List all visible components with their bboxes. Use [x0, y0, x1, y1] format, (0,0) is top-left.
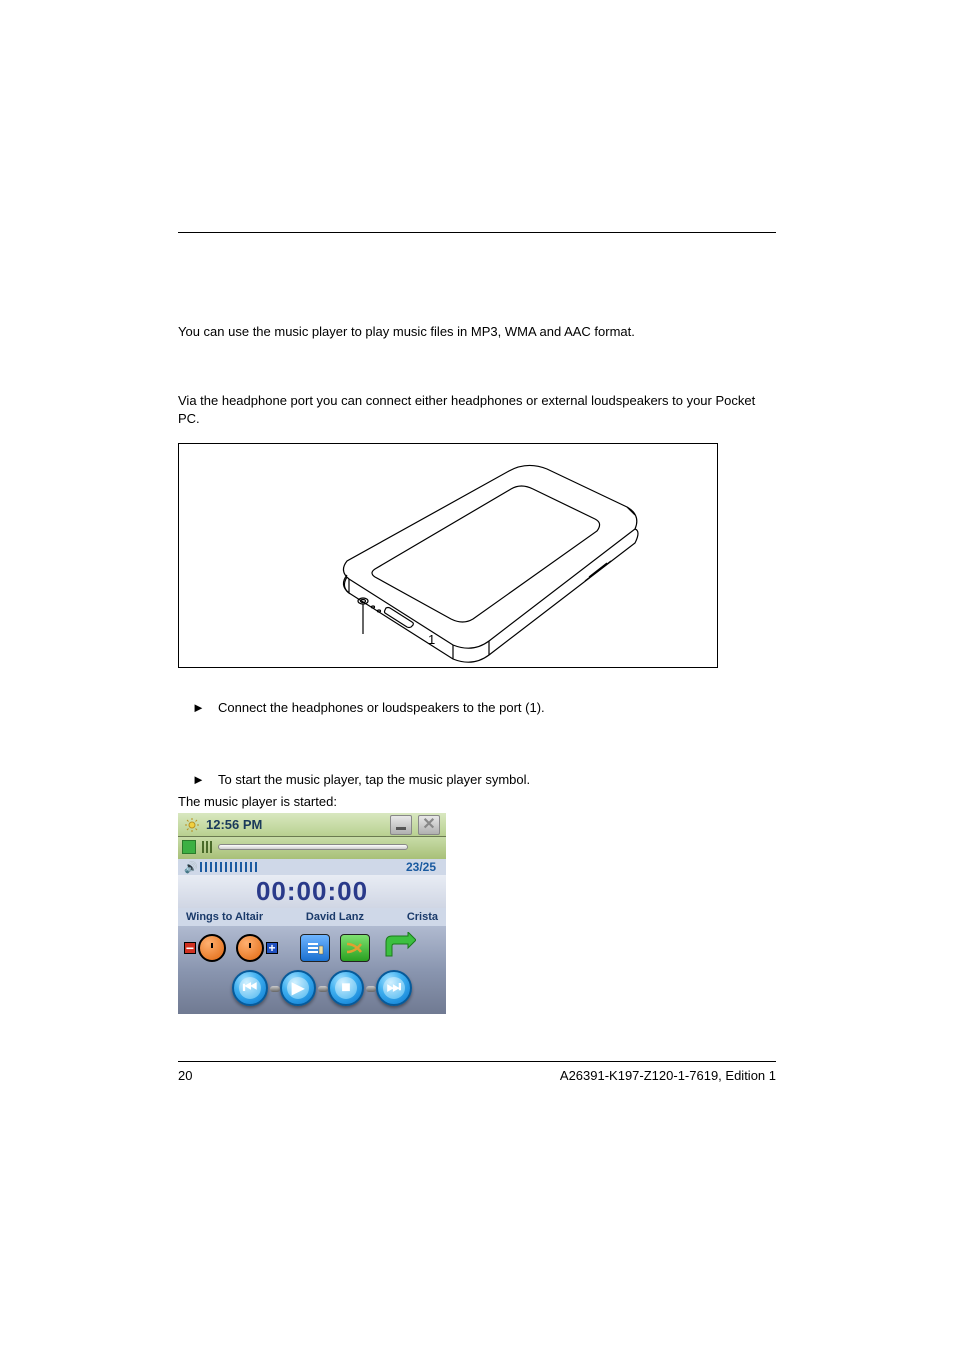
- transport-row: ⏮ ▶ ■ ⏭: [178, 970, 446, 1010]
- track-counter: 23/25: [406, 860, 436, 874]
- controls-area: − +: [178, 926, 446, 1014]
- btn-connector: [270, 986, 280, 992]
- previous-button[interactable]: ⏮: [232, 970, 268, 1006]
- device-line-art: [289, 459, 649, 664]
- music-player-window: 12:56 PM ✕ 🔊 23/25 00:00:00 Wings to Alt…: [178, 813, 446, 1014]
- volume-up-button[interactable]: +: [266, 942, 278, 954]
- progress-row: [178, 837, 446, 859]
- play-icon: ▶: [287, 977, 309, 999]
- previous-icon: ⏮: [239, 977, 261, 999]
- eq-bars-icon: [202, 841, 212, 853]
- playlist-button[interactable]: [300, 934, 330, 962]
- playlist-icon: [306, 940, 324, 956]
- repeat-button[interactable]: [382, 932, 416, 964]
- minimize-button[interactable]: [390, 815, 412, 835]
- bullet-connect-text: Connect the headphones or loudspeakers t…: [218, 700, 545, 717]
- device-diagram: [178, 443, 718, 668]
- page-number: 20: [178, 1068, 192, 1083]
- close-button[interactable]: ✕: [418, 815, 440, 835]
- volume-knob[interactable]: [198, 934, 226, 962]
- bullet-start-text: To start the music player, tap the music…: [218, 772, 530, 789]
- time-display: 00:00:00: [178, 875, 446, 908]
- balance-knob[interactable]: [236, 934, 264, 962]
- btn-connector: [366, 986, 376, 992]
- elapsed-time: 00:00:00: [256, 876, 368, 906]
- next-icon: ⏭: [383, 977, 405, 999]
- status-square-icon: [182, 840, 196, 854]
- bullet-arrow-icon: ►: [192, 700, 205, 717]
- artist-name: David Lanz: [306, 911, 364, 923]
- intro-text: You can use the music player to play mus…: [178, 324, 635, 341]
- controls-row-1: − +: [178, 932, 446, 966]
- title-bar: 12:56 PM ✕: [178, 813, 446, 837]
- progress-track[interactable]: [218, 844, 408, 850]
- shuffle-icon: [345, 940, 365, 956]
- song-title: Wings to Altair: [186, 911, 263, 923]
- track-meta: Wings to Altair David Lanz Crista: [178, 908, 446, 926]
- btn-connector: [318, 986, 328, 992]
- header-rule: [178, 232, 776, 233]
- stop-button[interactable]: ■: [328, 970, 364, 1006]
- next-button[interactable]: ⏭: [376, 970, 412, 1006]
- callout-1: 1: [428, 632, 435, 647]
- headphone-para: Via the headphone port you can connect e…: [178, 392, 776, 427]
- bullet-arrow-icon: ►: [192, 772, 205, 789]
- volume-down-button[interactable]: −: [184, 942, 196, 954]
- play-button[interactable]: ▶: [280, 970, 316, 1006]
- clock-text: 12:56 PM: [206, 817, 262, 832]
- speaker-icon: 🔊: [184, 861, 198, 874]
- shuffle-button[interactable]: [340, 934, 370, 962]
- sun-icon: [184, 817, 200, 833]
- info-strip: 🔊 23/25: [178, 859, 446, 875]
- album-name: Crista: [407, 911, 438, 923]
- footer-rule: [178, 1061, 776, 1062]
- document-id: A26391-K197-Z120-1-7619, Edition 1: [560, 1068, 776, 1083]
- volume-level-bars: [200, 862, 260, 872]
- player-started-text: The music player is started:: [178, 794, 337, 809]
- stop-icon: ■: [335, 977, 357, 999]
